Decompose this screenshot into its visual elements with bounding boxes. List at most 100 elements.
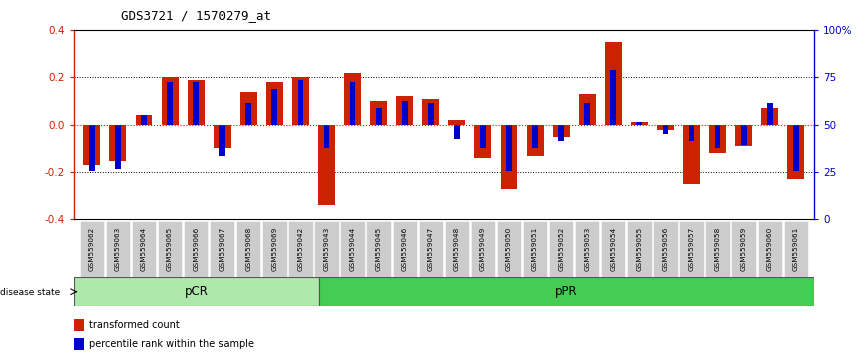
Text: GSM559049: GSM559049: [480, 227, 486, 271]
Bar: [604, 42, 622, 125]
Bar: [445, 221, 469, 277]
Bar: [732, 221, 756, 277]
Bar: [74, 338, 85, 350]
Bar: [706, 221, 730, 277]
Bar: [631, 122, 648, 125]
Text: GSM559059: GSM559059: [740, 227, 746, 271]
Text: GSM559045: GSM559045: [376, 227, 382, 271]
Bar: [370, 101, 387, 125]
Bar: [350, 82, 355, 125]
Bar: [288, 221, 313, 277]
Text: GSM559042: GSM559042: [297, 227, 303, 271]
Bar: [193, 82, 199, 125]
Text: GSM559050: GSM559050: [506, 227, 512, 271]
Bar: [340, 221, 365, 277]
Bar: [318, 125, 335, 205]
Bar: [523, 221, 547, 277]
Bar: [761, 108, 779, 125]
Bar: [709, 125, 726, 153]
Bar: [106, 221, 130, 277]
Bar: [236, 221, 261, 277]
Bar: [219, 125, 225, 155]
Bar: [793, 125, 798, 171]
Text: GSM559051: GSM559051: [532, 227, 538, 271]
Text: GSM559068: GSM559068: [245, 227, 251, 271]
Text: pCR: pCR: [184, 285, 209, 298]
Bar: [653, 221, 677, 277]
Text: GSM559064: GSM559064: [141, 227, 147, 271]
Text: pPR: pPR: [555, 285, 578, 298]
Bar: [454, 125, 460, 139]
Bar: [784, 221, 808, 277]
Bar: [480, 125, 486, 148]
Bar: [115, 125, 120, 169]
Bar: [449, 120, 465, 125]
Bar: [637, 122, 643, 125]
Bar: [714, 125, 721, 148]
Bar: [158, 221, 182, 277]
Bar: [662, 125, 669, 134]
Text: GSM559053: GSM559053: [585, 227, 591, 271]
Bar: [376, 108, 382, 125]
Text: GSM559055: GSM559055: [637, 227, 643, 271]
Bar: [585, 103, 590, 125]
Bar: [392, 221, 417, 277]
Text: GSM559060: GSM559060: [766, 227, 772, 271]
Bar: [245, 103, 251, 125]
Bar: [141, 115, 147, 125]
Bar: [578, 94, 596, 125]
Bar: [262, 221, 287, 277]
Bar: [162, 78, 178, 125]
Bar: [601, 221, 625, 277]
Bar: [683, 125, 700, 184]
Bar: [418, 221, 443, 277]
Bar: [506, 125, 512, 171]
Bar: [627, 221, 651, 277]
Text: GSM559065: GSM559065: [167, 227, 173, 271]
Bar: [428, 103, 434, 125]
Text: GSM559057: GSM559057: [688, 227, 695, 271]
Bar: [735, 125, 752, 146]
Text: transformed count: transformed count: [88, 320, 179, 330]
Text: GSM559062: GSM559062: [89, 227, 95, 271]
Text: GSM559047: GSM559047: [428, 227, 434, 271]
Bar: [136, 115, 152, 125]
Bar: [74, 277, 319, 306]
Text: GSM559046: GSM559046: [402, 227, 408, 271]
Text: GSM559043: GSM559043: [324, 227, 329, 271]
Text: GDS3721 / 1570279_at: GDS3721 / 1570279_at: [121, 9, 271, 22]
Bar: [74, 319, 85, 331]
Text: GSM559052: GSM559052: [559, 227, 564, 271]
Bar: [319, 277, 813, 306]
Text: GSM559044: GSM559044: [350, 227, 356, 271]
Bar: [298, 80, 303, 125]
Bar: [740, 125, 746, 145]
Bar: [553, 125, 570, 137]
Text: GSM559048: GSM559048: [454, 227, 460, 271]
Bar: [475, 125, 491, 158]
Bar: [688, 125, 695, 141]
Bar: [210, 221, 235, 277]
Bar: [549, 221, 573, 277]
Bar: [423, 99, 439, 125]
Bar: [501, 125, 518, 189]
Bar: [344, 73, 361, 125]
Bar: [167, 82, 173, 125]
Text: GSM559063: GSM559063: [115, 227, 121, 271]
Text: GSM559056: GSM559056: [662, 227, 669, 271]
Bar: [679, 221, 704, 277]
Text: GSM559061: GSM559061: [792, 227, 798, 271]
Bar: [324, 125, 329, 148]
Bar: [402, 101, 408, 125]
Bar: [109, 125, 126, 161]
Bar: [83, 125, 100, 165]
Bar: [272, 89, 277, 125]
Bar: [575, 221, 599, 277]
Bar: [397, 96, 413, 125]
Bar: [366, 221, 391, 277]
Bar: [758, 221, 782, 277]
Text: GSM559069: GSM559069: [271, 227, 277, 271]
Bar: [787, 125, 805, 179]
Text: GSM559058: GSM559058: [714, 227, 721, 271]
Bar: [497, 221, 521, 277]
